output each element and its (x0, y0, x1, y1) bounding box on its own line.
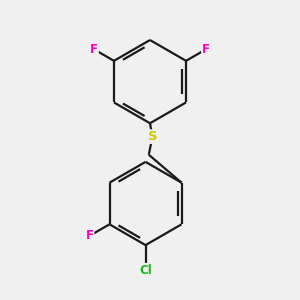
Text: S: S (148, 130, 157, 143)
Text: Cl: Cl (139, 264, 152, 277)
Text: F: F (90, 43, 98, 56)
Text: F: F (86, 229, 94, 242)
Text: F: F (202, 43, 210, 56)
